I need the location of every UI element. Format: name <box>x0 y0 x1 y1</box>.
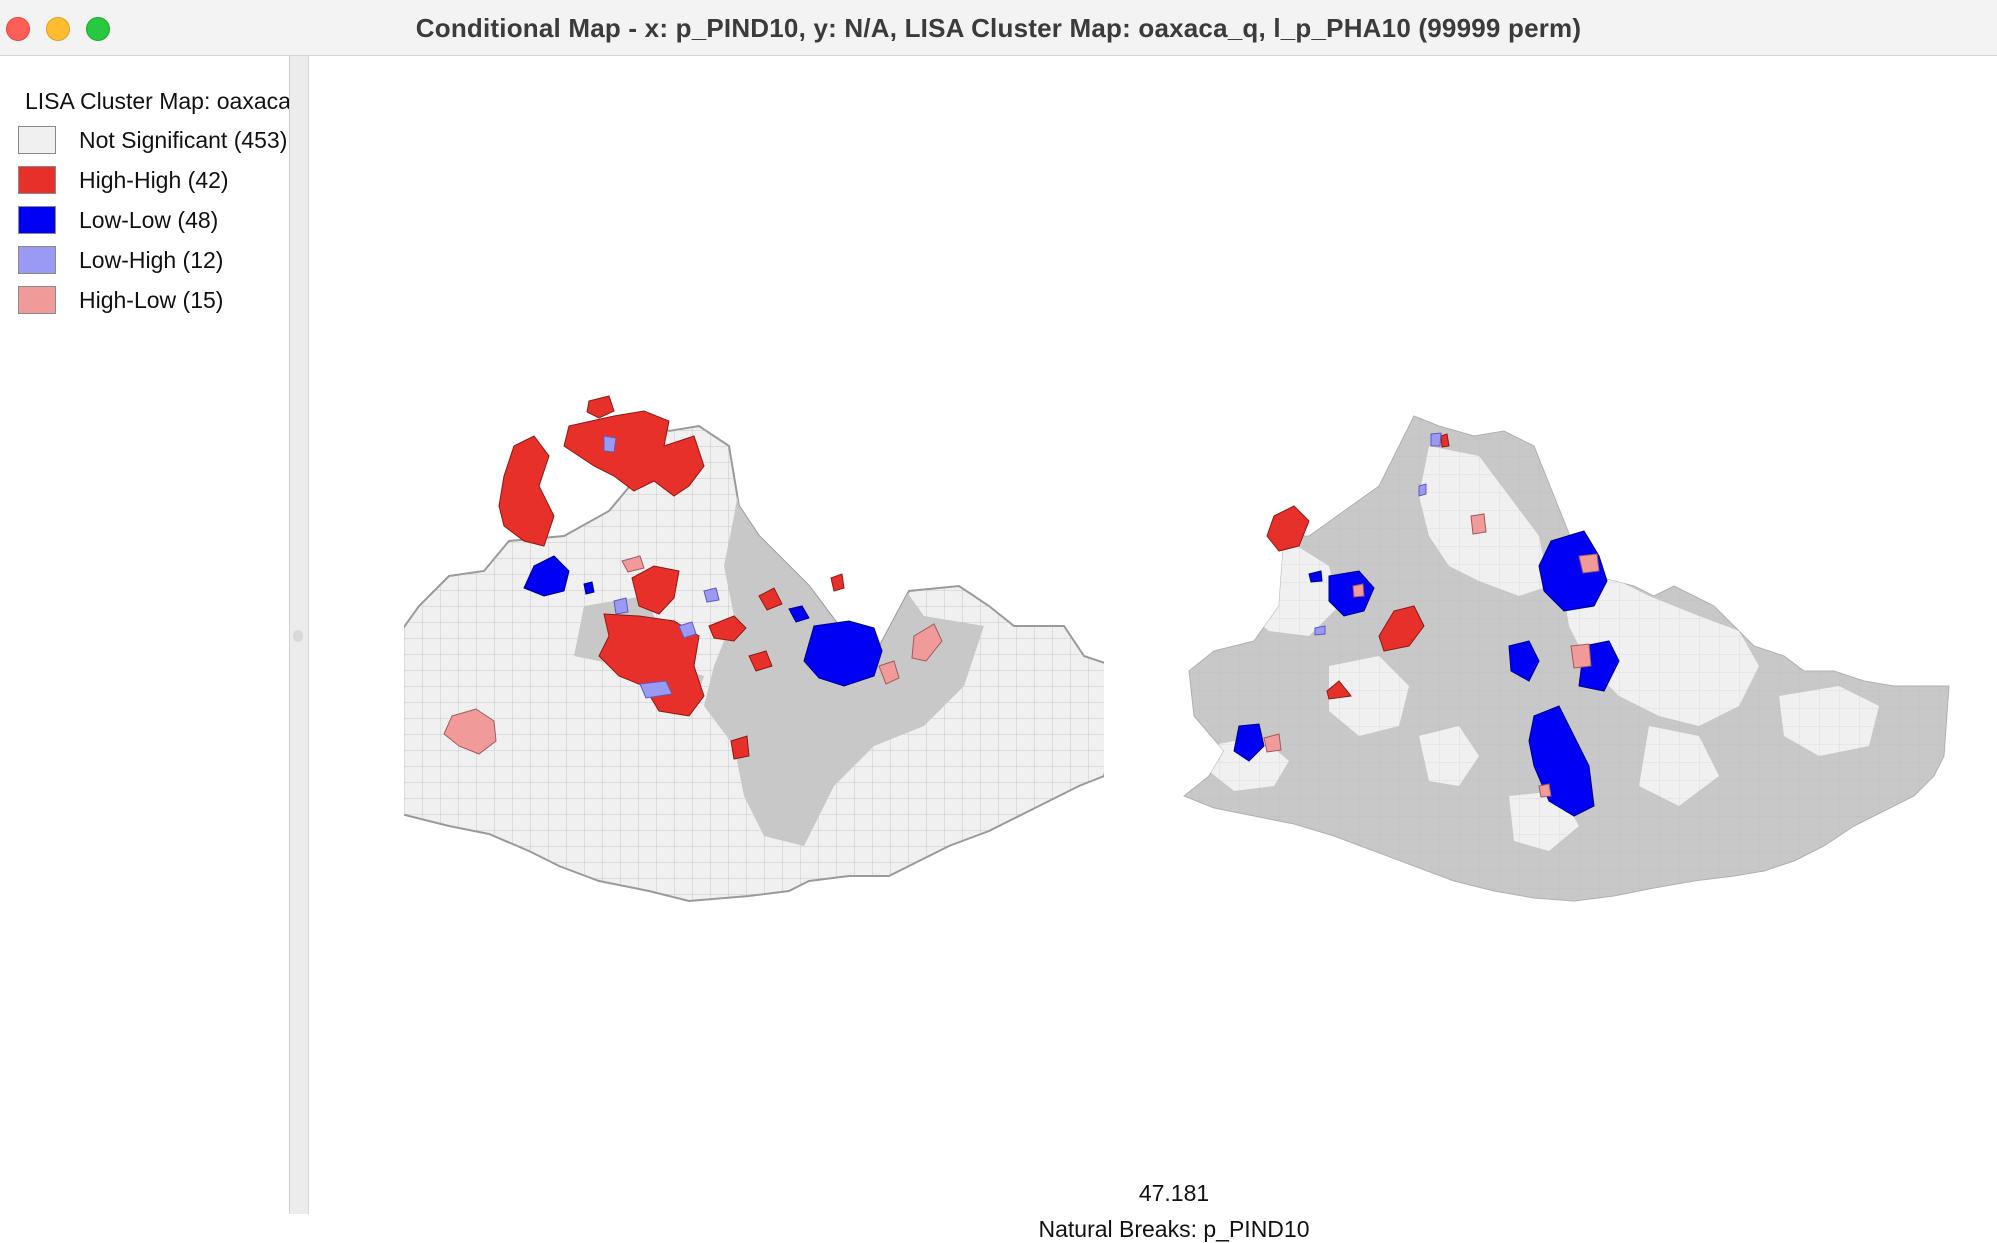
panel-splitter[interactable] <box>290 56 309 1214</box>
legend-item-high-high[interactable]: High-High (42) <box>18 166 289 198</box>
legend-swatch <box>18 286 56 314</box>
break-classification-label: Natural Breaks: p_PIND10 <box>1038 1216 1310 1242</box>
legend-label: High-Low (15) <box>79 287 224 313</box>
legend-label: Low-Low (48) <box>79 207 219 233</box>
legend-item-low-low[interactable]: Low-Low (48) <box>18 206 289 238</box>
splitter-handle[interactable] <box>293 630 303 642</box>
maximize-window-button[interactable] <box>86 17 110 41</box>
legend-swatch <box>18 206 56 234</box>
legend-label: Not Significant (453) <box>79 127 288 153</box>
legend-item-high-low[interactable]: High-Low (15) <box>18 286 289 318</box>
legend-panel: LISA Cluster Map: oaxaca_q Not Significa… <box>0 56 290 1214</box>
conditional-map-right[interactable] <box>1179 366 1959 926</box>
legend-label: High-High (42) <box>79 167 229 193</box>
legend-item-low-high[interactable]: Low-High (12) <box>18 246 289 278</box>
legend-item-not-significant[interactable]: Not Significant (453) <box>18 126 289 158</box>
legend-swatch <box>18 126 56 154</box>
break-value: 47.181 <box>1138 1180 1210 1206</box>
legend-swatch <box>18 246 56 274</box>
window-title: Conditional Map - x: p_PIND10, y: N/A, L… <box>415 13 1582 43</box>
legend-swatch <box>18 166 56 194</box>
minimize-window-button[interactable] <box>46 17 70 41</box>
conditional-map-left[interactable] <box>404 366 1104 926</box>
close-window-button[interactable] <box>6 17 30 41</box>
legend-label: Low-High (12) <box>79 247 224 273</box>
map-canvas[interactable]: 47.181 Natural Breaks: p_PIND10 <box>309 56 1997 1242</box>
legend-title: LISA Cluster Map: oaxaca_q <box>25 88 290 114</box>
right-map-state-shape <box>1183 415 1950 902</box>
left-map-state-shape <box>404 395 1104 903</box>
window-titlebar: Conditional Map - x: p_PIND10, y: N/A, L… <box>0 0 1997 56</box>
